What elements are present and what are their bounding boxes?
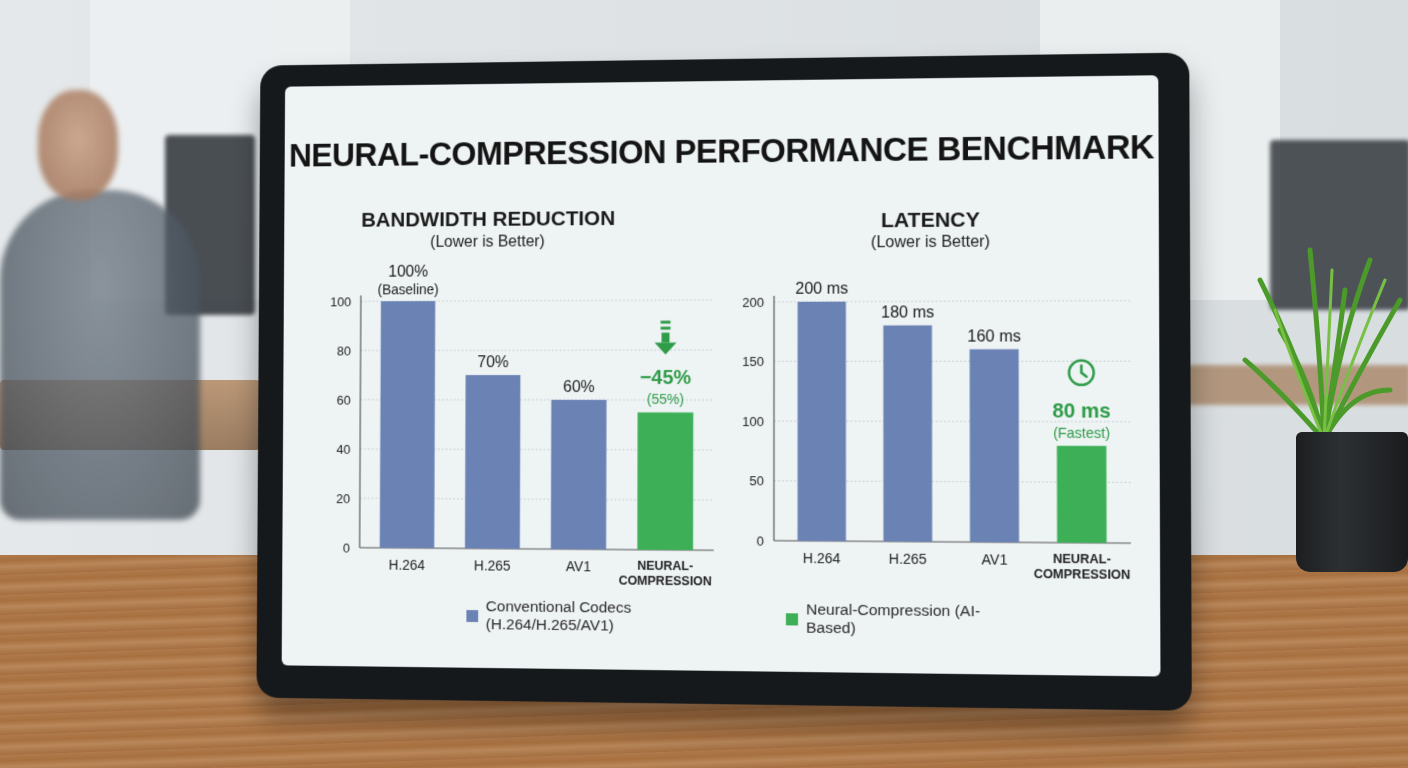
background-person	[0, 190, 200, 520]
bar-neural	[637, 412, 693, 550]
legend-item-neural: Neural-Compression (AI-Based)	[786, 601, 1028, 640]
y-tick-label: 150	[742, 354, 764, 369]
x-tick-label: NEURAL-	[1053, 552, 1111, 567]
x-tick-label: COMPRESSION	[1034, 567, 1131, 582]
data-label: 200 ms	[795, 280, 848, 297]
x-tick-label: H.264	[389, 557, 426, 573]
x-tick-label: COMPRESSION	[619, 573, 712, 588]
x-tick-label: H.265	[889, 550, 927, 567]
data-label-highlight: −45%	[640, 367, 692, 389]
y-tick-label: 100	[742, 414, 764, 429]
bar-conventional	[551, 400, 607, 550]
clock-icon	[1069, 360, 1094, 384]
page-title: NEURAL-COMPRESSION PERFORMANCE BENCHMARK	[285, 128, 1159, 175]
x-tick-label: H.265	[474, 557, 511, 573]
data-label: 60%	[563, 379, 595, 396]
gridline	[774, 301, 1130, 302]
x-tick-label: AV1	[566, 558, 591, 574]
y-axis	[360, 295, 361, 547]
legend-swatch-neural	[786, 613, 798, 625]
legend: Conventional Codecs (H.264/H.265/AV1) Ne…	[466, 598, 1028, 640]
bar-conventional	[465, 375, 520, 549]
data-label: 180 ms	[881, 304, 934, 321]
bar-neural	[1057, 446, 1107, 543]
y-tick-label: 20	[336, 491, 350, 506]
data-label: 160 ms	[967, 328, 1021, 346]
data-label-note: (Baseline)	[378, 281, 439, 297]
legend-label-neural: Neural-Compression (AI-Based)	[806, 601, 1028, 640]
y-tick-label: 40	[336, 442, 350, 457]
chart-subtitle-bandwidth: (Lower is Better)	[342, 233, 635, 253]
chart-title-latency: LATENCY	[804, 208, 1058, 234]
bar-conventional	[970, 349, 1019, 542]
background-person-head	[38, 90, 118, 200]
x-tick-label: AV1	[982, 551, 1008, 568]
y-tick-label: 80	[337, 343, 351, 358]
bar-conventional	[380, 301, 436, 548]
data-label-note: (Fastest)	[1053, 424, 1110, 441]
plant-pot	[1296, 432, 1408, 572]
data-label: 70%	[477, 354, 508, 371]
bar-conventional	[883, 325, 932, 541]
data-label: 100%	[388, 263, 428, 280]
legend-item-conventional: Conventional Codecs (H.264/H.265/AV1)	[466, 598, 762, 637]
y-tick-label: 0	[343, 540, 350, 555]
down-arrow-icon	[655, 321, 677, 355]
y-tick-label: 200	[742, 295, 764, 310]
x-tick-label: NEURAL-	[637, 559, 693, 574]
legend-swatch-conventional	[466, 610, 478, 622]
bandwidth-chart: 0 20 40 60 80 100 H.264 100%(Baseline) H.265 70% A…	[301, 250, 724, 590]
data-label-highlight: 80 ms	[1052, 400, 1110, 423]
tablet-screen: NEURAL-COMPRESSION PERFORMANCE BENCHMARK…	[282, 75, 1161, 676]
bar-conventional	[798, 302, 846, 542]
chart-title-bandwidth: BANDWIDTH REDUCTION	[342, 207, 635, 233]
y-tick-label: 50	[749, 474, 764, 489]
x-tick-label: H.264	[803, 550, 841, 567]
legend-label-conventional: Conventional Codecs (H.264/H.265/AV1)	[486, 598, 762, 637]
y-tick-label: 60	[337, 393, 351, 408]
y-tick-label: 100	[330, 294, 351, 309]
data-label-note: (55%)	[647, 391, 684, 407]
y-tick-label: 0	[757, 533, 764, 548]
tablet-device: NEURAL-COMPRESSION PERFORMANCE BENCHMARK…	[256, 53, 1191, 711]
plant-icon	[1240, 240, 1408, 450]
latency-chart: 0 50 100 150 200 H.264 200 ms H.265 180 ms AV1 160…	[724, 248, 1142, 595]
